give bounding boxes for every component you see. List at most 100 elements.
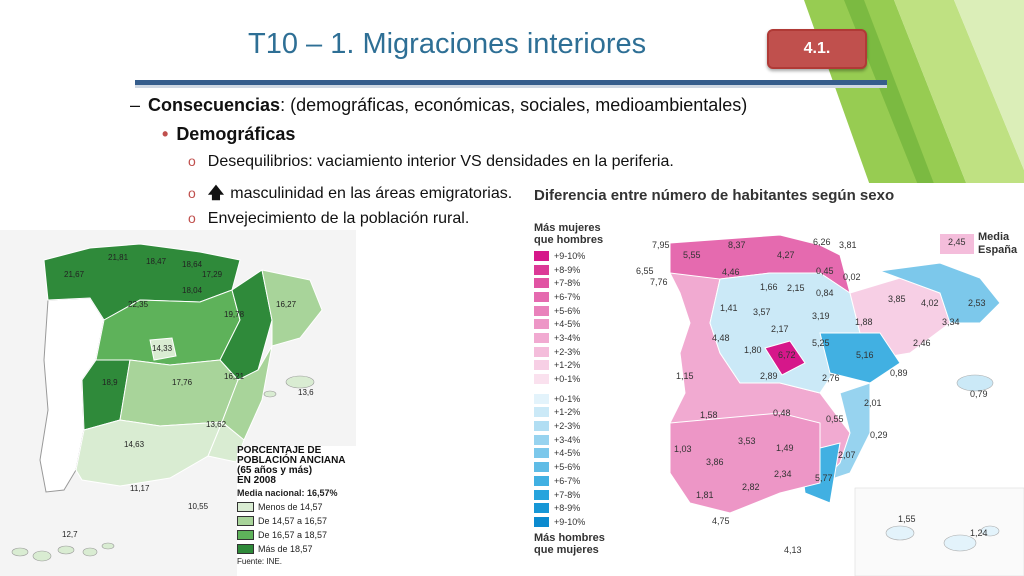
legend-swatch — [534, 332, 549, 343]
men-legend-row: +5-6% — [534, 460, 614, 474]
value-label: 0,45 — [816, 266, 834, 276]
value-label: 5,16 — [856, 350, 874, 360]
value-label: 2,34 — [774, 469, 792, 479]
legend-heading: Más mujeres — [534, 222, 601, 234]
value-label: 3,81 — [839, 240, 857, 250]
media-value: 2,45 — [948, 237, 966, 247]
value-label: 18,9 — [102, 378, 118, 387]
bullet-consecuencias: – Consecuencias: (demográficas, económica… — [130, 95, 747, 116]
legend-swatch — [534, 291, 549, 302]
value-label: 1,41 — [720, 303, 738, 313]
legend-swatch — [237, 516, 254, 526]
women-legend-row: +1-2% — [534, 359, 614, 373]
value-label: 5,77 — [815, 473, 833, 483]
value-label: 3,86 — [706, 457, 724, 467]
value-label: 17,76 — [172, 378, 193, 387]
section-badge: 4.1. — [767, 29, 867, 69]
value-label: 0,89 — [890, 368, 908, 378]
men-legend-rows: +0-1% +1-2% +2-3% +3-4% +4-5% +5-6% +6-7% +7-8%… — [534, 392, 614, 529]
women-legend-row: +3-4% — [534, 331, 614, 345]
sex-map-title: Diferencia entre número de habitantes se… — [534, 187, 895, 204]
value-label: 0,55 — [826, 414, 844, 424]
sub-bullet-text: Desequilibrios: vaciamiento interior VS … — [207, 153, 674, 170]
legend-swatch — [534, 374, 549, 385]
value-label: 1,24 — [970, 528, 988, 538]
women-legend-row: +7-8% — [534, 276, 614, 290]
value-label: 4,48 — [712, 333, 730, 343]
value-label: 3,19 — [812, 311, 830, 321]
sub-bullet-text: masculinidad en las áreas emigratorias. — [230, 185, 513, 202]
women-legend-row: +9-10% — [534, 249, 614, 263]
legend-row: Menos de 14,57 — [237, 502, 356, 512]
bullet-demograficas: • Demográficas — [162, 124, 295, 145]
men-legend-row: +0-1% — [534, 392, 614, 406]
women-legend-row: +6-7% — [534, 290, 614, 304]
value-label: 4,13 — [784, 545, 802, 555]
title-underline — [135, 80, 887, 88]
legend-swatch — [534, 448, 549, 459]
men-legend-row: +6-7% — [534, 474, 614, 488]
value-label: 6,26 — [813, 237, 831, 247]
value-label: 3,34 — [942, 317, 960, 327]
legend-row: De 16,57 a 18,57 — [237, 530, 356, 540]
legend-swatch — [534, 393, 549, 404]
men-legend-row: +4-5% — [534, 447, 614, 461]
legend-label: +6-7% — [554, 291, 581, 302]
value-label: 16,27 — [276, 300, 297, 309]
legend-row: De 14,57 a 16,57 — [237, 516, 356, 526]
legend-heading: que hombres — [534, 234, 604, 246]
legend-swatch — [534, 489, 549, 500]
legend-label: +5-6% — [554, 305, 581, 316]
value-label: 2,53 — [968, 298, 986, 308]
value-label: 1,55 — [898, 514, 916, 524]
women-legend-rows: +9-10% +8-9% +7-8% +6-7% +5-6% +4-5% +3-4% +2-3… — [534, 249, 614, 386]
legend-label: +7-8% — [554, 278, 581, 289]
value-label: 8,37 — [728, 240, 746, 250]
value-label: 6,55 — [636, 266, 654, 276]
value-label: 21,81 — [108, 253, 129, 262]
value-label: 0,48 — [773, 408, 791, 418]
value-label: 4,75 — [712, 516, 730, 526]
media-label: Media España — [978, 231, 1017, 257]
legend-label: Menos de 14,57 — [258, 502, 323, 512]
elderly-map-legend: PORCENTAJE DE POBLACIÓN ANCIANA (65 años… — [237, 446, 356, 576]
legend-swatch — [534, 250, 549, 261]
legend-row: Más de 18,57 — [237, 544, 356, 554]
legend-swatch — [534, 475, 549, 486]
value-label: 3,85 — [888, 294, 906, 304]
legend-swatch — [534, 264, 549, 275]
circle-marker: o — [188, 210, 196, 226]
legend-label: +5-6% — [554, 462, 581, 473]
legend-swatch — [534, 346, 549, 357]
value-label: 3,53 — [738, 436, 756, 446]
value-label: 2,17 — [771, 324, 789, 334]
men-legend-row: +8-9% — [534, 501, 614, 515]
legend-label: +8-9% — [554, 264, 581, 275]
legend-label: +8-9% — [554, 503, 581, 514]
legend-label: De 16,57 a 18,57 — [258, 530, 328, 540]
value-label: 2,76 — [822, 373, 840, 383]
value-label: 17,29 — [202, 270, 223, 279]
legend-label: +4-5% — [554, 319, 581, 330]
legend-label: +1-2% — [554, 360, 581, 371]
value-label: 1,66 — [760, 282, 778, 292]
value-label: 5,55 — [683, 250, 701, 260]
legend-swatch — [534, 360, 549, 371]
value-label: 2,15 — [787, 283, 805, 293]
legend-swatch — [237, 544, 254, 554]
legend-heading: que mujeres — [534, 543, 599, 556]
legend-label: +1-2% — [554, 407, 581, 418]
dash-marker: – — [130, 95, 141, 115]
legend-label: Más de 18,57 — [258, 544, 313, 554]
legend-source: Fuente: INE. — [237, 557, 282, 566]
value-label: 0,79 — [970, 389, 988, 399]
men-legend-row: +9-10% — [534, 515, 614, 529]
value-label: 14,33 — [152, 344, 173, 353]
legend-swatch — [534, 305, 549, 316]
legend-label: +2-3% — [554, 421, 581, 432]
legend-label: +7-8% — [554, 489, 581, 500]
circle-marker: o — [188, 153, 196, 169]
value-label: 1,80 — [744, 345, 762, 355]
legend-label: +0-1% — [554, 374, 581, 385]
legend-label: +2-3% — [554, 346, 581, 357]
